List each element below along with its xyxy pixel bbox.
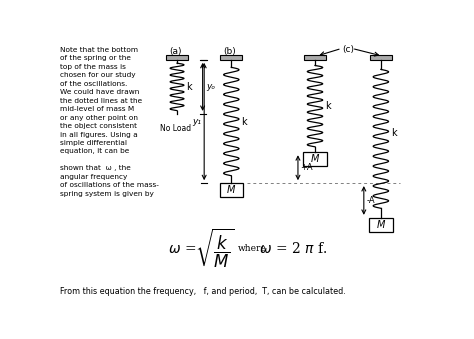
Text: (b): (b) [223, 47, 236, 56]
Text: We could have drawn: We could have drawn [60, 89, 139, 95]
Text: mid-level of mass M: mid-level of mass M [60, 106, 134, 112]
Text: or any other point on: or any other point on [60, 115, 138, 121]
Text: in all figures. Using a: in all figures. Using a [60, 132, 138, 138]
Text: shown that  ω , the: shown that ω , the [60, 165, 131, 172]
Text: k: k [241, 117, 247, 126]
Bar [370, 55, 392, 60]
Text: yₒ: yₒ [206, 82, 215, 92]
Bar [369, 218, 392, 232]
Bar [166, 55, 188, 60]
Text: y₁: y₁ [192, 117, 201, 126]
Text: k: k [391, 128, 397, 138]
Text: equation, it can be: equation, it can be [60, 148, 129, 155]
Text: M: M [377, 220, 385, 230]
Text: chosen for our study: chosen for our study [60, 72, 136, 78]
Text: -A: -A [366, 196, 375, 205]
Text: From this equation the frequency,   f, and period,  T, can be calculated.: From this equation the frequency, f, and… [60, 287, 346, 296]
Text: simple differential: simple differential [60, 140, 127, 146]
Text: M: M [311, 154, 319, 164]
Text: k: k [186, 82, 192, 92]
Text: of the spring or the: of the spring or the [60, 55, 131, 61]
Text: of the oscillations.: of the oscillations. [60, 81, 128, 87]
Text: where: where [237, 244, 266, 253]
Text: k: k [325, 101, 331, 111]
Text: $\omega$ = 2 $\pi$ f.: $\omega$ = 2 $\pi$ f. [259, 241, 328, 256]
Text: of oscillations of the mass-: of oscillations of the mass- [60, 182, 159, 188]
Text: (a): (a) [169, 47, 182, 56]
Text: the object consistent: the object consistent [60, 123, 137, 129]
Bar [219, 183, 243, 197]
Text: (c): (c) [342, 45, 354, 54]
Text: Note that the bottom: Note that the bottom [60, 47, 138, 53]
Text: +A: +A [300, 163, 313, 172]
Bar [220, 55, 242, 60]
Text: spring system is given by: spring system is given by [60, 191, 154, 197]
Text: M: M [227, 185, 236, 195]
Text: top of the mass is: top of the mass is [60, 64, 126, 70]
Text: the dotted lines at the: the dotted lines at the [60, 98, 142, 104]
Bar [303, 152, 327, 166]
Text: No Load: No Load [160, 124, 191, 133]
Text: angular frequency: angular frequency [60, 174, 128, 180]
Text: $\sqrt{\dfrac{\,k\,}{M}}$: $\sqrt{\dfrac{\,k\,}{M}}$ [195, 227, 235, 270]
Text: $\omega$ =: $\omega$ = [168, 242, 196, 256]
Bar [304, 55, 326, 60]
